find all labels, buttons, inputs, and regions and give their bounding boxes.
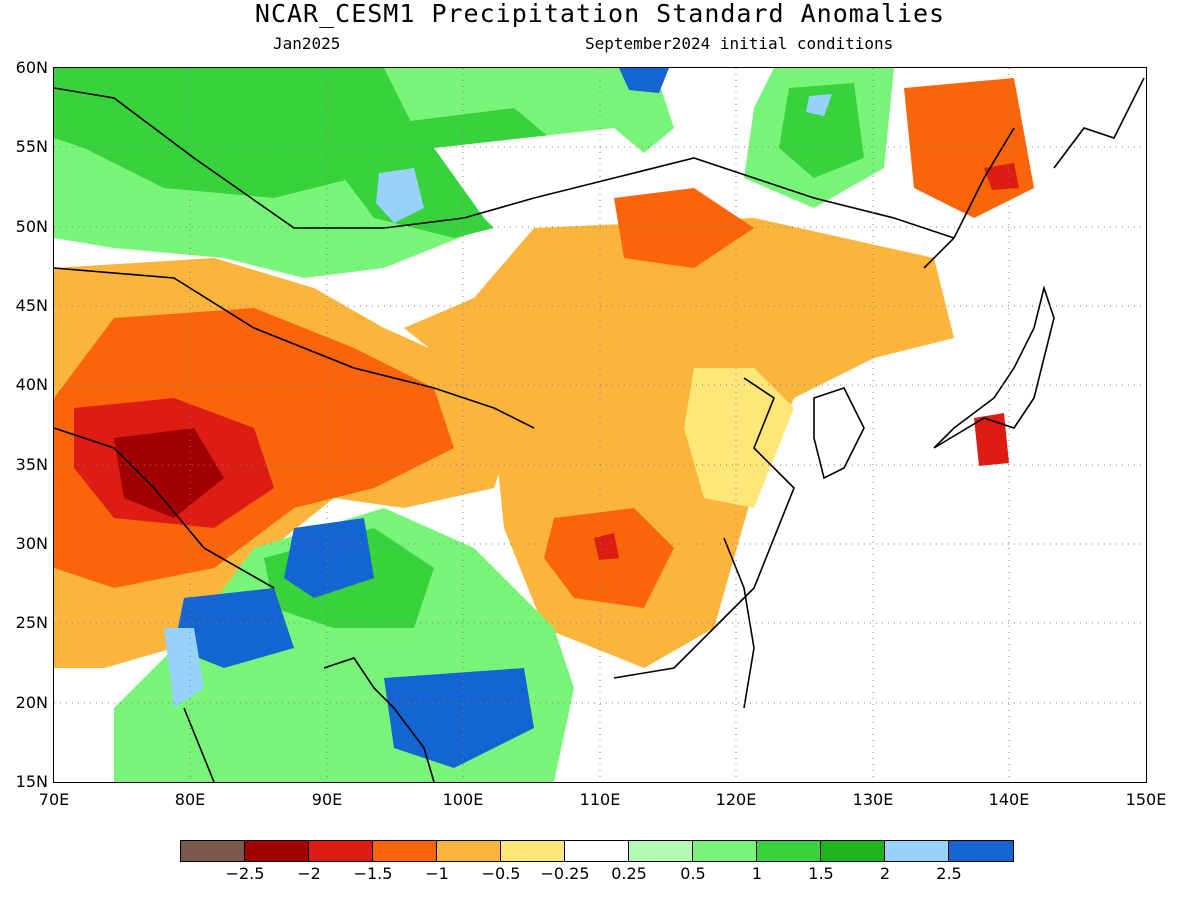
colorbar-label: −2: [297, 864, 321, 883]
dry-red-hubei: [594, 533, 619, 560]
lat-label-25n: 25N: [15, 613, 48, 632]
colorbar-swatch: [373, 841, 437, 861]
colorbar-swatch: [181, 841, 245, 861]
wet-lightblue-india: [164, 628, 204, 708]
lat-label-15n: 15N: [15, 772, 48, 791]
lon-label-70e: 70E: [38, 790, 70, 809]
wet-northeast-core: [779, 83, 864, 178]
lon-label-120e: 120E: [715, 790, 757, 809]
lat-label-50n: 50N: [15, 217, 48, 236]
colorbar-swatch: [757, 841, 821, 861]
lon-label-140e: 140E: [988, 790, 1030, 809]
dry-orange-north: [614, 188, 754, 268]
colorbar: [180, 840, 1014, 862]
colorbar-label: 2: [879, 864, 891, 883]
wet-blue-north: [619, 68, 669, 93]
initial-conditions: September2024 initial conditions: [585, 34, 894, 53]
colorbar-label: 2.5: [936, 864, 962, 883]
wet-blue-northeast: [806, 94, 832, 116]
colorbar-swatch: [309, 841, 373, 861]
colorbar-label: −0.5: [481, 864, 521, 883]
lat-label-20n: 20N: [15, 693, 48, 712]
lon-label-110e: 110E: [579, 790, 621, 809]
colorbar-label: −2.5: [225, 864, 265, 883]
colorbar-label: 0.25: [611, 864, 647, 883]
lon-label-150e: 150E: [1125, 790, 1167, 809]
lat-label-40n: 40N: [15, 375, 48, 394]
lat-label-60n: 60N: [15, 58, 48, 77]
colorbar-swatch: [437, 841, 501, 861]
dry-region-east: [404, 218, 954, 668]
lat-label-30n: 30N: [15, 534, 48, 553]
anomaly-map: [54, 68, 1146, 782]
wet-blue-myanmar: [384, 668, 534, 768]
lon-label-80e: 80E: [174, 790, 206, 809]
colorbar-label: −0.25: [540, 864, 590, 883]
colorbar-swatch: [821, 841, 885, 861]
dry-maroon-tibet: [114, 428, 224, 518]
colorbar-swatch: [693, 841, 757, 861]
lon-label-100e: 100E: [442, 790, 484, 809]
dry-yellow-east: [684, 368, 794, 508]
colorbar-swatch: [629, 841, 693, 861]
colorbar-swatch: [501, 841, 565, 861]
dry-red-japan: [974, 413, 1009, 466]
colorbar-label: −1: [425, 864, 449, 883]
colorbar-swatch: [565, 841, 629, 861]
colorbar-swatch: [245, 841, 309, 861]
gridlines: [54, 68, 1146, 782]
lat-label-45n: 45N: [15, 296, 48, 315]
chart-title: NCAR_CESM1 Precipitation Standard Anomal…: [254, 0, 946, 28]
wet-blue-mongolia: [376, 168, 424, 223]
dry-red-kamchatka: [984, 163, 1019, 190]
lon-label-130e: 130E: [852, 790, 894, 809]
valid-month: Jan2025: [273, 34, 341, 53]
lat-label-55n: 55N: [15, 137, 48, 156]
lat-label-35n: 35N: [15, 455, 48, 474]
colorbar-label: 1.5: [808, 864, 834, 883]
wet-blue-india: [174, 588, 294, 668]
colorbar-label: −1.5: [353, 864, 393, 883]
wet-core-northwest: [54, 68, 414, 198]
lon-label-90e: 90E: [311, 790, 343, 809]
dry-orange-kamchatka: [904, 78, 1034, 218]
colorbar-label: 0.5: [680, 864, 706, 883]
coastline-outline: [54, 77, 1145, 782]
colorbar-label: 1: [751, 864, 763, 883]
anomaly-field: [54, 68, 1146, 782]
colorbar-swatch: [949, 841, 1013, 861]
wet-blue-bengal: [284, 518, 374, 598]
colorbar-swatch: [885, 841, 949, 861]
